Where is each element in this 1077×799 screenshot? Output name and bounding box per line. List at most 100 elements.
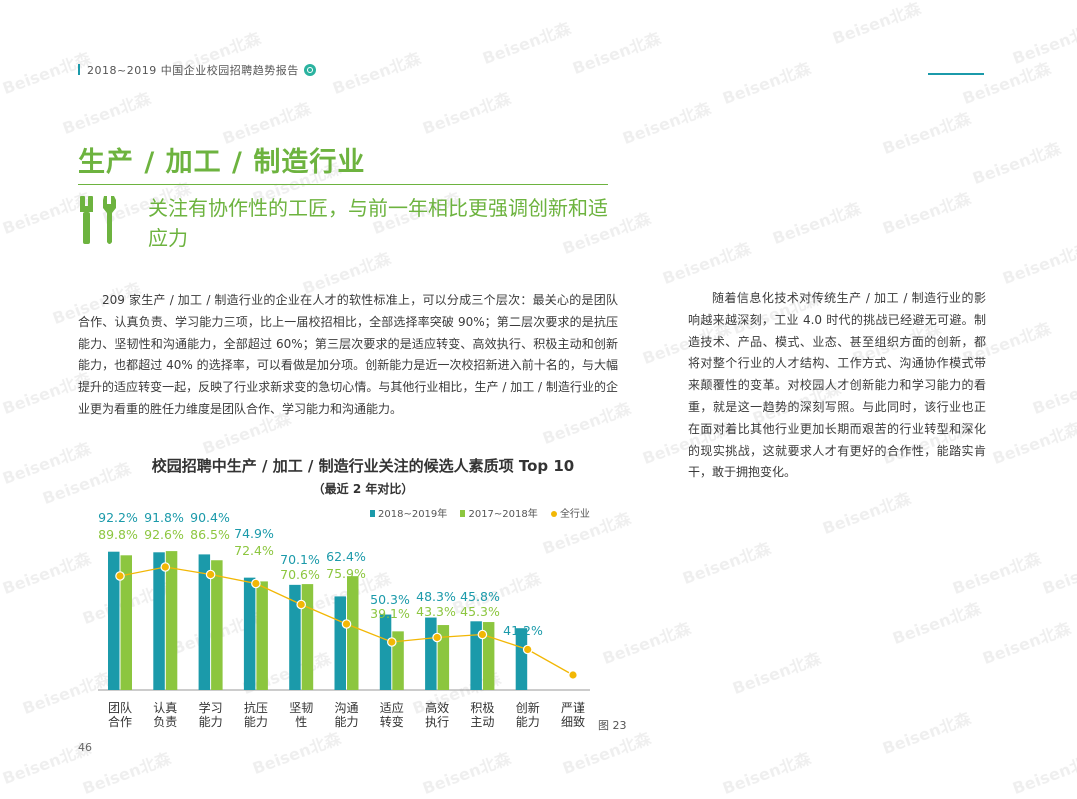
watermark-text: Beisen北森 xyxy=(770,198,864,249)
data-label-2018-2019: 90.4% xyxy=(190,510,230,525)
chart-subtitle: （最近 2 年对比） xyxy=(312,482,414,496)
data-label-2018-2019: 62.4% xyxy=(326,549,366,564)
data-label-2018-2019: 48.3% xyxy=(416,589,456,604)
watermark-text: Beisen北森 xyxy=(80,578,174,629)
watermark-text: Beisen北森 xyxy=(300,568,394,619)
x-tick-label: 转变 xyxy=(380,714,404,729)
data-label-2017-2018: 92.6% xyxy=(144,527,184,542)
bar-2018-2019 xyxy=(198,554,211,690)
header-text: 2018~2019 中国企业校园招聘趋势报告 xyxy=(87,64,299,77)
bar-2017-2018 xyxy=(211,560,223,690)
legend-item-2017-2018: 2017~2018年 xyxy=(460,509,538,520)
point-industry xyxy=(477,629,488,640)
bar-2018-2019 xyxy=(289,584,301,690)
watermark-text: Beisen北森 xyxy=(890,598,984,649)
x-tick-label: 积极 xyxy=(470,701,494,715)
x-tick-label: 坚韧 xyxy=(289,701,313,715)
bar-2018-2019 xyxy=(153,552,165,690)
watermark-text: Beisen北森 xyxy=(880,188,974,239)
section-title: 生产 / 加工 / 制造行业 xyxy=(78,147,366,178)
bar-2017-2018 xyxy=(120,555,132,690)
x-tick-label: 创新 xyxy=(516,700,540,715)
x-tick-label: 认真 xyxy=(153,701,177,715)
x-tick-label: 沟通 xyxy=(334,701,358,715)
watermark-text: Beisen北森 xyxy=(0,548,94,599)
watermark-text: Beisen北森 xyxy=(1010,18,1077,69)
search-icon xyxy=(303,64,316,76)
point-industry xyxy=(160,562,171,572)
point-industry xyxy=(251,578,261,589)
data-label-2018-2019: 45.8% xyxy=(460,589,500,604)
top-accent-rule xyxy=(928,73,984,75)
data-label-2017-2018: 70.6% xyxy=(280,567,320,582)
watermark-text: Beisen北森 xyxy=(1030,368,1077,419)
watermark-text: Beisen北森 xyxy=(420,88,514,139)
x-tick-label: 主动 xyxy=(470,715,494,729)
watermark-text: Beisen北森 xyxy=(1040,548,1077,599)
x-tick-label: 细致 xyxy=(561,715,585,729)
watermark-text: Beisen北森 xyxy=(820,488,914,539)
watermark-text: Beisen北森 xyxy=(560,728,654,779)
section-subtitle: 关注有协作性的工匠，与前一年相比更强调创新和适应力 xyxy=(148,196,608,250)
bar-2018-2019 xyxy=(379,614,392,690)
bar-2017-2018 xyxy=(347,576,359,690)
x-tick-label: 学习 xyxy=(199,700,223,715)
data-label-2018-2019: 91.8% xyxy=(144,510,184,525)
watermark-text: Beisen北森 xyxy=(450,568,544,619)
watermark-text: Beisen北森 xyxy=(880,708,974,759)
point-industry xyxy=(296,599,306,610)
report-header: 2018~2019 中国企业校园招聘趋势报告 xyxy=(78,62,316,78)
watermark-text: Beisen北森 xyxy=(80,748,174,799)
data-label-2017-2018: 43.3% xyxy=(416,604,456,619)
legend-label: 全行业 xyxy=(559,509,590,520)
figure-label: 图 23 xyxy=(598,719,627,732)
header-accent-bar xyxy=(78,64,80,75)
chart-legend: 2018~2019年 2017~2018年 全行业 xyxy=(370,505,600,520)
x-tick-label: 能力 xyxy=(334,715,358,729)
x-tick-label: 能力 xyxy=(244,715,268,729)
point-industry xyxy=(432,632,442,643)
point-industry xyxy=(205,569,216,580)
x-tick-label: 抗压 xyxy=(244,700,268,715)
data-label-2018-2019: 41.2% xyxy=(503,623,543,638)
watermark-text: Beisen北森 xyxy=(1000,238,1077,289)
bar-2018-2019 xyxy=(515,628,528,690)
watermark-text: Beisen北森 xyxy=(830,0,924,49)
x-tick-label: 负责 xyxy=(153,715,177,729)
watermark-text: Beisen北森 xyxy=(980,618,1074,669)
watermark-text: Beisen北森 xyxy=(880,108,974,159)
legend-label: 2017~2018年 xyxy=(468,509,538,520)
point-industry xyxy=(386,637,397,647)
data-label-2017-2018: 75.9% xyxy=(326,566,366,581)
data-label-2017-2018: 39.1% xyxy=(370,606,410,621)
data-label-2017-2018: 45.3% xyxy=(460,604,500,619)
x-tick-label: 合作 xyxy=(108,714,132,729)
watermark-text: Beisen北森 xyxy=(720,58,814,109)
legend-swatch-gold xyxy=(550,511,557,517)
watermark-text: Beisen北森 xyxy=(20,668,114,719)
x-tick-label: 能力 xyxy=(199,715,223,729)
watermark-text: Beisen北森 xyxy=(60,88,154,139)
data-label-2018-2019: 70.1% xyxy=(280,552,320,567)
legend-swatch-green xyxy=(460,510,466,517)
watermark-text: Beisen北森 xyxy=(570,28,664,79)
x-tick-label: 适应 xyxy=(380,700,404,715)
watermark-text: Beisen北森 xyxy=(950,548,1044,599)
x-tick-label: 团队 xyxy=(108,700,132,715)
bar-2018-2019 xyxy=(425,617,437,690)
chart-title: 校园招聘中生产 / 加工 / 制造行业关注的候选人素质项 Top 10 xyxy=(151,457,575,475)
data-label-2018-2019: 74.9% xyxy=(234,526,274,541)
bar-2017-2018 xyxy=(392,631,404,690)
watermark-text: Beisen北森 xyxy=(970,138,1064,189)
watermark-text: Beisen北森 xyxy=(410,668,504,719)
bar-2018-2019 xyxy=(108,551,120,690)
watermark-text: Beisen北森 xyxy=(170,608,264,659)
body-paragraph-right: 随着信息化技术对传统生产 / 加工 / 制造行业的影响越来越深刻，工业 4.0 … xyxy=(688,291,986,480)
watermark-text: Beisen北森 xyxy=(330,48,424,99)
watermark-text: Beisen北森 xyxy=(660,238,754,289)
bar-2017-2018 xyxy=(437,625,450,690)
page-number: 46 xyxy=(78,741,92,754)
x-tick-label: 执行 xyxy=(425,715,449,729)
body-paragraph-left: 209 家生产 / 加工 / 制造行业的企业在人才的软性标准上，可以分成三个层次… xyxy=(78,293,618,416)
watermark-text: Beisen北森 xyxy=(250,728,344,779)
